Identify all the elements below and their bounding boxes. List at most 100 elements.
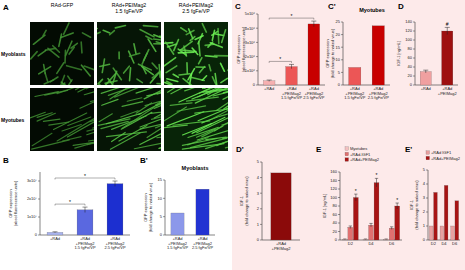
significance-mark-line: # xyxy=(446,21,449,27)
cell-streak xyxy=(156,115,161,128)
cell-streak xyxy=(168,88,184,92)
myotube-background xyxy=(232,0,465,270)
y-tick-label: 2x10⁶ xyxy=(245,54,256,59)
row-label-line: Myoblasts xyxy=(1,51,26,57)
image-bg xyxy=(30,88,94,151)
cell-streak xyxy=(164,125,187,128)
y-tick-label-line: 0 xyxy=(35,232,38,237)
legend-label: +RAd-IGF1 xyxy=(350,152,371,157)
axis-title: IGF-1 [ng/mL] xyxy=(396,41,401,66)
panel-label-line: D' xyxy=(236,145,244,154)
y-tick-label-line: 4x10⁶ xyxy=(245,26,256,31)
legend-label-line: +RAd+PEIMag2 xyxy=(431,156,461,161)
cell-streak xyxy=(136,88,158,93)
column-header: RAd+PEIMag21.5 fgFe/VP xyxy=(112,2,147,14)
x-tick-label-line: +PEIMag2 xyxy=(438,91,458,96)
panel-label-line: C' xyxy=(328,2,336,11)
y-tick-label: 5 xyxy=(423,167,426,172)
column-header: RAd+PEIMag22.5 fgFe/VP xyxy=(179,2,214,14)
y-tick-label: 20 xyxy=(336,32,341,37)
error-bar xyxy=(53,232,58,233)
y-tick-label: 60 xyxy=(333,212,338,217)
y-tick-label: 0 xyxy=(410,82,413,87)
legend-label: +RAd IGF1 xyxy=(431,150,452,155)
x-tick-label-line: 1.5 fgFe/VP xyxy=(167,245,188,250)
legend-label: Myotubes xyxy=(350,146,367,151)
y-tick-label: 5 xyxy=(338,70,341,75)
significance-mark: * xyxy=(396,197,398,203)
cell-streak xyxy=(57,88,84,94)
y-tick-label: 1 xyxy=(423,223,426,228)
cell-streak xyxy=(115,25,125,27)
x-tick-label-line: 2.5 fgFe/VP xyxy=(303,95,324,100)
cell-streak xyxy=(199,42,200,56)
background xyxy=(0,0,465,270)
cell-streak xyxy=(221,63,225,71)
x-tick-label-line: +RAd xyxy=(50,236,60,241)
cell-streak xyxy=(63,137,82,141)
cell-streak xyxy=(100,64,110,66)
x-tick-label-line: 1.5 fgFe/VP xyxy=(281,95,302,100)
image-bg xyxy=(164,22,228,85)
y-tick-label: 80 xyxy=(333,203,338,208)
y-tick-label-line: 140 xyxy=(330,178,337,183)
x-tick-label: D6 xyxy=(389,241,395,246)
cell-streak xyxy=(64,50,66,63)
cell-streak xyxy=(154,99,161,109)
cell-streak xyxy=(202,24,206,32)
cell-streak xyxy=(179,74,190,75)
y-tick-label-line: 1 xyxy=(423,223,426,228)
y-tick-label: 25 xyxy=(336,19,341,24)
cell-streak xyxy=(206,141,228,149)
bar xyxy=(369,225,374,240)
y-tick-label: 40 xyxy=(333,220,338,225)
y-tick-label: 4 xyxy=(257,175,260,180)
panel-label: E' xyxy=(405,145,412,154)
x-tick-label-line: D6 xyxy=(452,241,458,246)
micrograph xyxy=(97,22,161,85)
y-tick-label: 1x10⁷ xyxy=(27,214,38,219)
y-axis xyxy=(165,180,166,235)
cell-streak xyxy=(101,121,128,128)
bar xyxy=(348,227,353,240)
cell-streak xyxy=(156,42,161,46)
cell-streak xyxy=(99,114,112,122)
cell-streak xyxy=(222,30,226,43)
x-tick-label-line: 2.5 fgFe/VP xyxy=(192,245,213,250)
error-bar xyxy=(349,226,352,229)
cell-streak xyxy=(38,51,45,56)
cell-streak xyxy=(121,111,138,117)
error-bar xyxy=(343,238,346,239)
cell-streak xyxy=(212,105,228,119)
y-tick-label-line: 80 xyxy=(408,46,413,51)
y-tick-label-line: 20 xyxy=(408,73,413,78)
x-tick-label-line: D4 xyxy=(368,241,374,246)
cell-streak xyxy=(73,142,94,145)
image-glow xyxy=(164,22,228,85)
cell-streak xyxy=(138,64,151,70)
y-axis xyxy=(428,170,429,240)
axis-title: IGF-1(fold change to naked virus) xyxy=(239,176,249,226)
y-axis xyxy=(340,172,341,240)
image-bg xyxy=(97,22,161,85)
significance-mark-line: * xyxy=(355,188,357,194)
cell-streak xyxy=(209,65,211,71)
y-axis xyxy=(415,22,416,85)
y-axis xyxy=(343,22,344,85)
significance-mark-line: * xyxy=(291,13,293,19)
cell-streak xyxy=(45,90,68,95)
bar xyxy=(389,228,394,240)
image-bg xyxy=(30,22,94,85)
x-tick-label: +RAd+PEIMag21.5 fgFe/VP xyxy=(281,86,302,100)
y-tick-label-line: 4 xyxy=(423,181,426,186)
cell-streak xyxy=(97,84,100,85)
image-glow xyxy=(164,88,228,151)
cell-streak xyxy=(181,28,187,32)
cell-streak xyxy=(81,65,90,76)
y-tick-label: 3 xyxy=(423,195,426,200)
legend-label-line: +RAd-IGF1 xyxy=(350,152,371,157)
legend-swatch xyxy=(426,156,430,160)
x-tick-label: +RAd xyxy=(421,86,431,91)
bar xyxy=(434,192,438,240)
x-tick-label: +RAd+PEIMag21.5 fgFe/VP xyxy=(344,86,365,100)
